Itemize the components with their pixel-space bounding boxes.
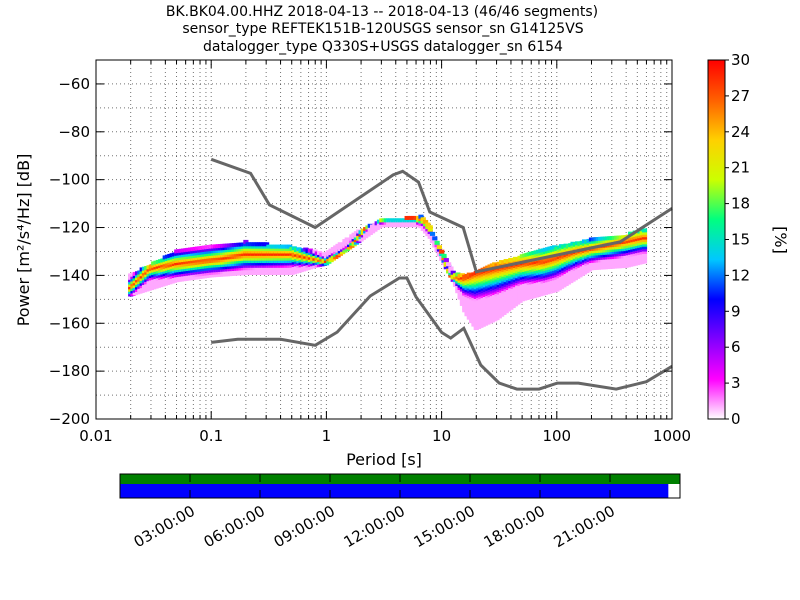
colorbar-label: [%] [771,226,790,254]
heatmap-cell [434,243,440,248]
heatmap-cell [427,227,433,232]
colorbar-tick-label: 21 [731,159,750,177]
colorbar-tick-label: 3 [731,374,741,392]
heatmap-cell [641,230,648,235]
title-line-1: BK.BK04.00.HHZ 2018-04-13 -- 2018-04-13 … [166,4,598,20]
heatmap-cell [641,235,648,240]
y-tick-label: −80 [58,123,90,141]
high-noise-model-line [210,157,673,274]
y-tick-label: −160 [49,314,90,332]
time-tick-label: 21:00:00 [551,502,618,551]
heatmap-cell [441,253,447,258]
colorbar-tick-label: 15 [731,231,750,249]
y-tick-label: −60 [58,75,90,93]
heatmap-cell [641,228,648,233]
heatmap-cell [448,266,454,271]
colorbar-tick-label: 12 [731,266,750,284]
heatmap-cell [427,225,433,230]
heatmap-cell [641,257,648,262]
colorbar-tick-label: 0 [731,410,741,428]
heatmap-cell [425,222,431,227]
heatmap-cell [641,259,648,264]
heatmap-cell [641,237,648,242]
x-tick-label: 0.01 [79,427,112,445]
heatmap-cell [641,254,648,259]
time-tick-label: 09:00:00 [271,502,338,551]
heatmap-cell [443,258,449,263]
plot-frame [95,59,673,420]
low-noise-model-line [211,276,673,391]
plot-background [96,60,672,419]
noise-models [210,157,673,391]
y-tick-label: −200 [49,410,90,428]
colorbar-tick-label: 9 [731,302,741,320]
x-axis-ticks: 0.01 0.1 1 10 100 1000 [79,60,691,445]
heatmap-cell [420,217,426,222]
heatmap-cell [243,239,249,244]
heatmap-cell [641,249,648,254]
y-tick-label: −180 [49,362,90,380]
time-tick-label: 03:00:00 [131,502,198,551]
heatmap-cell [434,240,440,245]
y-axis-label: Power [m²/s⁴/Hz] [dB] [14,154,33,327]
x-tick-label: 1000 [653,427,691,445]
heatmap-cell [432,236,438,241]
time-tick-label: 18:00:00 [481,502,548,551]
y-tick-label: −120 [49,219,90,237]
time-tick-label: 15:00:00 [411,502,478,551]
colorbar-tick-label: 18 [731,195,750,213]
colorbar-tick-label: 6 [731,338,741,356]
heatmap-cell [264,242,270,247]
x-axis-label: Period [s] [346,450,422,469]
colorbar-tick-label: 30 [731,51,750,69]
y-tick-label: −100 [49,171,90,189]
heatmap-cell [287,244,293,249]
heatmap-cell [436,245,443,250]
ppsd-plot: 0.01 0.1 1 10 100 1000 −200 −180 −160 −140 −120 −1… [14,59,691,469]
time-tick-label: 06:00:00 [201,502,268,551]
heatmap-cell [439,249,445,254]
colorbar-tick-label: 24 [731,123,750,141]
heatmap-cell [641,240,648,245]
heatmap-cell [429,231,436,236]
heatmap-cell [422,219,429,224]
psd-coverage-bar [120,484,669,498]
heatmap-cell [436,247,443,252]
heatmap-cell [641,252,648,257]
x-tick-label: 0.1 [199,427,223,445]
y-axis-ticks: −200 −180 −160 −140 −120 −100 −80 −60 [49,75,672,428]
colorbar-gradient [707,59,726,420]
heatmap-cell [641,233,648,238]
title-line-3: datalogger_type Q330S+USGS datalogger_sn… [203,39,563,55]
x-tick-label: 1 [322,427,332,445]
heatmap-cell [418,214,424,219]
title-line-2: sensor_type REFTEK151B-120USGS sensor_sn… [182,21,583,37]
colorbar: 0 3 6 9 12 15 18 21 24 27 30 [%] [707,51,790,428]
x-tick-label: 100 [542,427,571,445]
heatmap-cell [641,242,648,247]
colorbar-ticks: 0 3 6 9 12 15 18 21 24 27 30 [725,51,750,428]
heatmap-cell [446,262,452,267]
heatmap-cell [641,245,648,250]
ppsd-histogram [128,214,648,331]
y-tick-label: −140 [49,266,90,284]
heatmap-cell [429,234,436,239]
heatmap-cell [641,247,648,252]
heatmap-cell [450,270,456,275]
x-tick-label: 10 [432,427,451,445]
data-coverage-timeline: 03:00:00 06:00:00 09:00:00 12:00:00 15:00:00… [119,473,681,551]
time-tick-label: 12:00:00 [341,502,408,551]
colorbar-tick-label: 27 [731,87,750,105]
heatmap-cell [432,238,438,243]
